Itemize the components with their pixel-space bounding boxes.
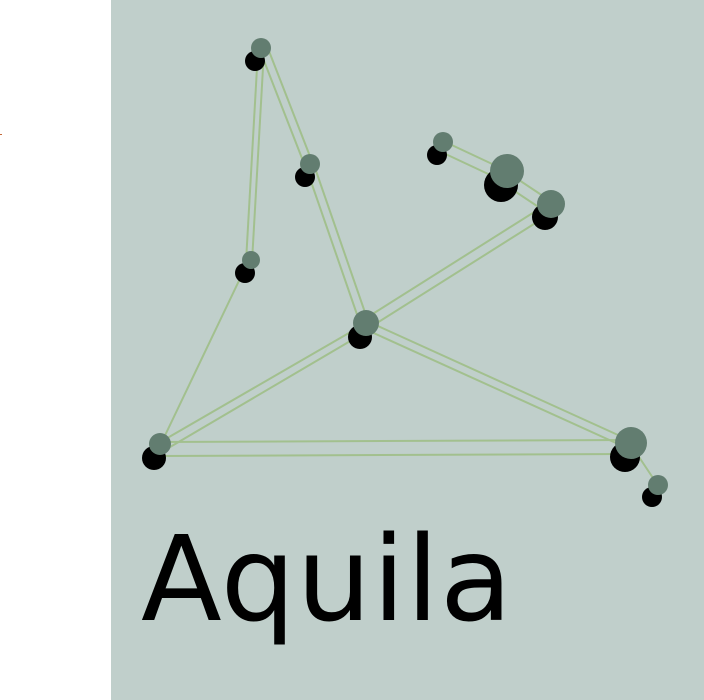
stray-mark — [0, 134, 2, 135]
star-8 — [537, 190, 565, 218]
star-7 — [490, 154, 524, 188]
star-6 — [433, 132, 453, 152]
line-f1 — [156, 325, 362, 445]
constellation-panel: Aquila — [111, 0, 704, 700]
star-4 — [353, 310, 379, 336]
line-h1 — [158, 439, 630, 443]
line-b1 — [258, 47, 306, 167]
star-9 — [615, 427, 647, 459]
stars — [149, 38, 668, 495]
star-5 — [149, 433, 171, 455]
line-e2 — [368, 211, 554, 329]
line-h2 — [158, 453, 628, 457]
line-g2 — [366, 329, 628, 449]
line-b2 — [266, 45, 314, 165]
line-d — [158, 263, 248, 449]
star-10 — [648, 475, 668, 495]
star-2 — [300, 154, 320, 174]
constellation-diagram — [142, 38, 668, 507]
line-a2 — [251, 49, 265, 263]
star-shadows — [142, 51, 662, 507]
constellation-title: Aquila — [141, 510, 514, 648]
star-3 — [242, 251, 260, 269]
line-g1 — [368, 321, 630, 441]
star-1 — [251, 38, 271, 58]
constellation-lines — [156, 45, 658, 485]
line-e1 — [362, 203, 548, 321]
line-c1 — [306, 169, 362, 327]
line-a1 — [245, 49, 259, 263]
line-f2 — [164, 329, 370, 451]
line-c2 — [314, 167, 370, 325]
